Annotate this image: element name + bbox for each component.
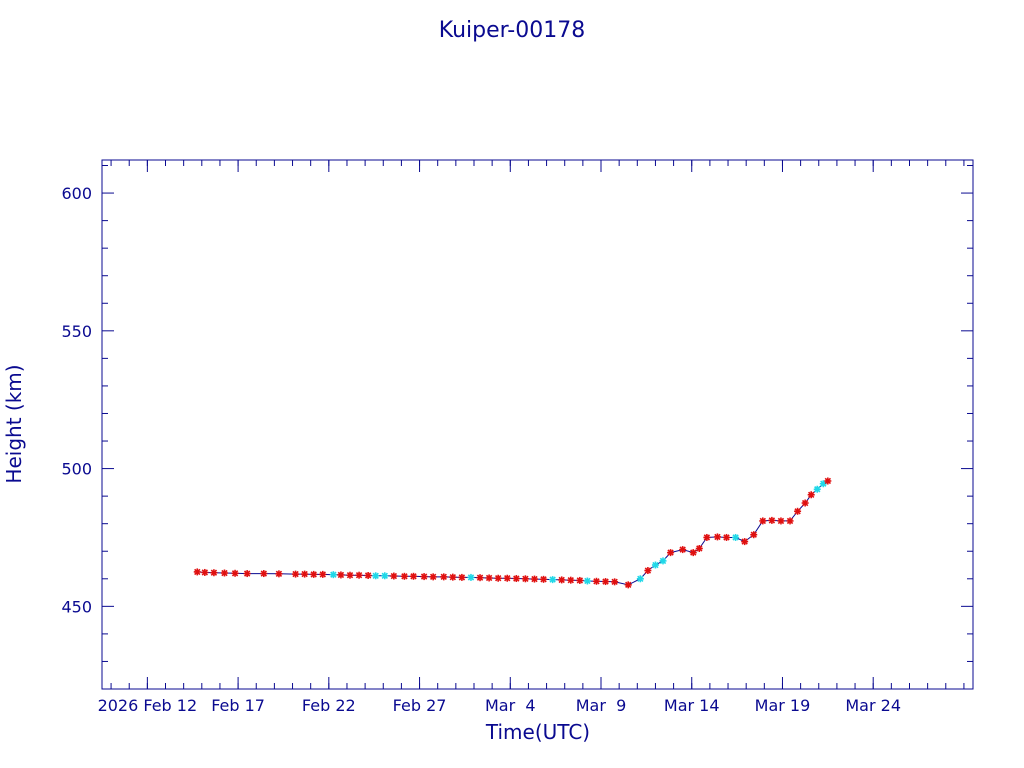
data-point <box>703 533 711 541</box>
data-point <box>777 517 785 525</box>
x-tick-label: 2026 Feb 12 <box>98 696 198 715</box>
x-tick-label: Feb 22 <box>302 696 356 715</box>
data-point <box>713 533 721 541</box>
data-point <box>449 573 457 581</box>
data-point <box>741 538 749 546</box>
y-axis: 450 500 550 600 <box>61 184 973 616</box>
data-point <box>659 557 667 565</box>
data-point <box>540 575 548 583</box>
data-point <box>337 571 345 579</box>
data-point <box>750 531 758 539</box>
data-point <box>231 569 239 577</box>
data-point <box>210 569 218 577</box>
data-point <box>801 499 809 507</box>
data-point <box>521 575 529 583</box>
data-point <box>794 507 802 515</box>
data-point <box>193 568 201 576</box>
data-point <box>679 546 687 554</box>
data-point <box>611 578 619 586</box>
data-point <box>602 578 610 586</box>
plot-frame <box>101 159 974 690</box>
data-point <box>567 576 575 584</box>
data-point <box>410 572 418 580</box>
data-point <box>583 577 591 585</box>
data-point <box>440 573 448 581</box>
data-point <box>260 570 268 578</box>
series-markers <box>193 477 832 589</box>
x-tick-label: Feb 17 <box>211 696 265 715</box>
data-point <box>530 575 538 583</box>
data-point <box>592 577 600 585</box>
data-point <box>485 574 493 582</box>
data-point <box>420 573 428 581</box>
y-tick-label: 500 <box>61 460 92 479</box>
x-tick-label: Mar 4 <box>485 696 536 715</box>
x-tick-label: Mar 9 <box>576 696 627 715</box>
data-point <box>689 549 697 557</box>
x-tick-label: Mar 24 <box>845 696 901 715</box>
data-point <box>429 573 437 581</box>
data-point <box>355 571 363 579</box>
x-tick-label: Mar 19 <box>755 696 811 715</box>
data-point <box>819 480 827 488</box>
data-point <box>667 549 675 557</box>
data-point <box>467 573 475 581</box>
data-point <box>201 568 209 576</box>
y-tick-label: 600 <box>61 184 92 203</box>
minor-ticks <box>102 160 973 689</box>
y-tick-label: 550 <box>61 322 92 341</box>
x-tick-label: Mar 14 <box>664 696 720 715</box>
data-point <box>732 533 740 541</box>
data-point <box>824 477 832 485</box>
chart-title: Kuiper-00178 <box>439 18 585 43</box>
data-point <box>310 570 318 578</box>
data-point <box>813 485 821 493</box>
data-point <box>695 544 703 552</box>
y-axis-label: Height (km) <box>2 364 26 483</box>
data-point <box>768 516 776 524</box>
data-point <box>346 571 354 579</box>
data-point <box>243 570 251 578</box>
data-point <box>319 570 327 578</box>
x-tick-label: Feb 27 <box>393 696 447 715</box>
data-point <box>301 570 309 578</box>
data-point <box>364 571 372 579</box>
data-point <box>723 533 731 541</box>
data-point <box>458 573 466 581</box>
data-point <box>390 572 398 580</box>
data-point <box>636 575 644 583</box>
x-axis-label: Time(UTC) <box>485 720 590 744</box>
data-point <box>576 576 584 584</box>
data-point <box>807 491 815 499</box>
data-point <box>759 517 767 525</box>
data-point <box>381 572 389 580</box>
data-point <box>329 571 337 579</box>
data-point <box>275 570 283 578</box>
y-tick-label: 450 <box>61 597 92 616</box>
data-point <box>786 517 794 525</box>
x-axis: 2026 Feb 12 Feb 17 Feb 22 Feb 27 Mar 4 Mar 9 M… <box>98 160 901 715</box>
data-point <box>512 575 520 583</box>
data-point <box>558 576 566 584</box>
data-point <box>372 572 380 580</box>
data-point <box>651 561 659 569</box>
data-point <box>644 567 652 575</box>
data-point <box>292 570 300 578</box>
data-point <box>494 574 502 582</box>
data-point <box>220 569 228 577</box>
series-line <box>197 480 829 586</box>
data-point <box>624 581 632 589</box>
data-point <box>476 574 484 582</box>
data-point <box>549 576 557 584</box>
data-point <box>503 574 511 582</box>
data-point <box>400 572 408 580</box>
